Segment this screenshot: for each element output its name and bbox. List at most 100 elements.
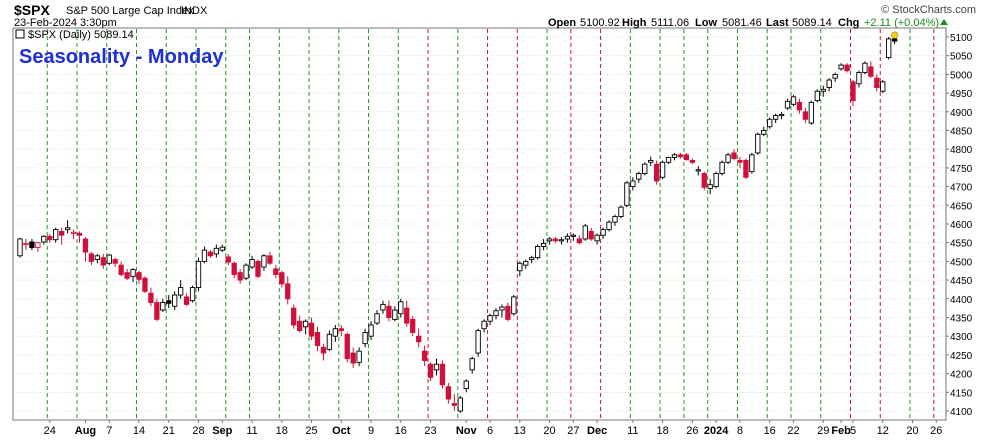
- candle-body: [386, 305, 392, 318]
- y-tick-label: 4100: [950, 407, 973, 418]
- y-axis: 4100 4150 4200 4250 4300 4350 4400 4450 4500 4550…: [946, 33, 973, 418]
- candle-body: [255, 260, 261, 277]
- candle: [302, 319, 309, 335]
- candle-body: [154, 302, 160, 320]
- candle: [850, 80, 856, 107]
- y-tick-label: 4450: [950, 276, 973, 287]
- candles-layer: [17, 31, 899, 413]
- candle: [642, 162, 648, 176]
- candle-body: [600, 229, 606, 236]
- candle-body: [886, 38, 892, 59]
- chg-label: Chg: [838, 17, 859, 29]
- candle-body: [683, 154, 690, 161]
- candle-body: [814, 90, 820, 102]
- candle-body: [201, 249, 208, 262]
- candle: [600, 227, 606, 239]
- candle: [142, 276, 148, 294]
- candle-body: [618, 206, 624, 217]
- candle: [427, 362, 434, 382]
- candle: [374, 310, 380, 325]
- candle-body: [844, 64, 850, 72]
- candle-body: [624, 182, 630, 206]
- candle-body: [826, 79, 832, 88]
- candle-body: [100, 257, 106, 266]
- candle: [469, 356, 475, 374]
- x-tick-label: 20: [906, 425, 918, 437]
- candle-body: [594, 234, 600, 242]
- candle-body: [308, 322, 315, 337]
- candle: [421, 345, 428, 367]
- candle-body: [588, 231, 594, 240]
- candle: [136, 270, 142, 284]
- x-tick-label: 20: [543, 425, 555, 437]
- candle-body: [23, 242, 29, 246]
- candle-body: [279, 272, 285, 285]
- y-tick-label: 4200: [950, 370, 973, 381]
- open-value: 5100.92: [580, 17, 620, 29]
- candle: [493, 308, 499, 320]
- candle: [23, 238, 29, 251]
- candle: [201, 246, 208, 264]
- candle-body: [219, 246, 225, 251]
- y-tick-label: 4350: [950, 314, 973, 325]
- candle-body: [731, 152, 737, 160]
- candle: [112, 257, 118, 268]
- candle: [457, 396, 463, 413]
- candle: [540, 238, 547, 251]
- candle: [148, 287, 154, 307]
- candle-body: [677, 154, 684, 158]
- candle: [195, 257, 202, 292]
- candle: [100, 253, 106, 269]
- candle: [594, 233, 600, 245]
- candle: [160, 298, 166, 312]
- candle: [844, 63, 850, 73]
- candle-body: [546, 238, 553, 242]
- candle: [291, 304, 297, 329]
- candle: [737, 156, 743, 168]
- candle: [552, 237, 559, 243]
- candle-body: [160, 302, 166, 311]
- candle: [564, 233, 571, 243]
- candle-body: [523, 260, 529, 266]
- candle-body: [374, 313, 380, 324]
- candle-body: [195, 260, 202, 289]
- x-tick-label: 29: [817, 425, 829, 437]
- candle: [820, 85, 826, 97]
- candle-body: [368, 324, 374, 337]
- candle-body: [725, 154, 731, 163]
- candle: [451, 394, 457, 411]
- candle: [767, 117, 773, 129]
- candle-body: [642, 163, 648, 174]
- candle-body: [148, 292, 154, 303]
- candle: [880, 80, 886, 94]
- x-tick-label: 23: [424, 425, 436, 437]
- candle-body: [517, 262, 523, 272]
- candle-body: [880, 81, 886, 92]
- candle-body: [82, 238, 89, 253]
- candle: [326, 330, 333, 352]
- candle: [213, 244, 219, 258]
- candle-body: [535, 245, 541, 259]
- candle: [588, 227, 594, 241]
- y-tick-label: 4650: [950, 201, 973, 212]
- last-value: 5089.14: [792, 17, 832, 29]
- x-tick-label: 22: [787, 425, 799, 437]
- candle-body: [868, 66, 874, 77]
- x-tick-label: 9: [368, 425, 374, 437]
- candle: [529, 255, 535, 264]
- candle-body: [166, 300, 172, 304]
- candle: [618, 205, 624, 219]
- candle: [838, 63, 844, 71]
- candle: [189, 285, 196, 303]
- x-tick-label: 5: [850, 425, 856, 437]
- candle-body: [654, 163, 660, 182]
- candle: [862, 61, 868, 75]
- candle-body: [285, 283, 291, 300]
- candle-body: [136, 272, 142, 280]
- y-tick-label: 4800: [950, 145, 973, 156]
- x-tick-label: 26: [930, 425, 942, 437]
- y-tick-label: 4250: [950, 351, 973, 362]
- candle-body: [862, 62, 868, 73]
- candle-body: [320, 346, 327, 354]
- candle: [719, 160, 725, 176]
